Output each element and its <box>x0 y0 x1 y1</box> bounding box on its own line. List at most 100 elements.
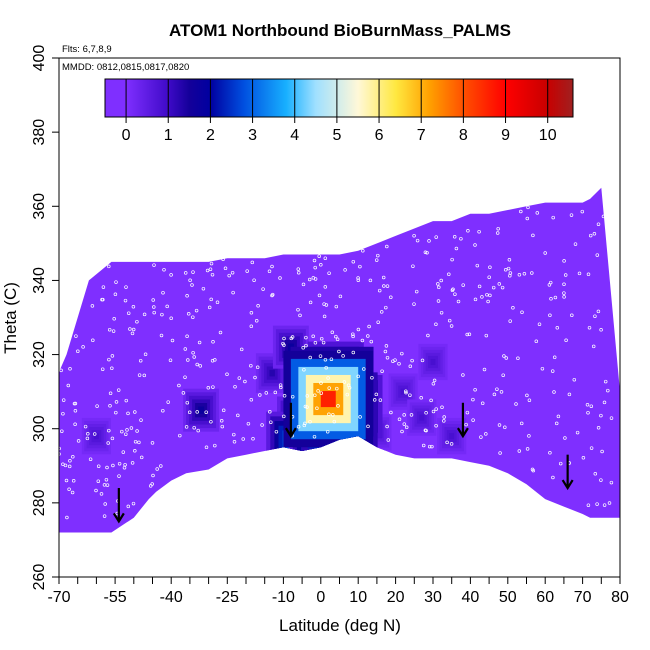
sample-point <box>334 304 339 309</box>
sample-point <box>273 390 278 395</box>
x-tick-label: -70 <box>47 589 70 606</box>
sample-point <box>210 359 215 363</box>
sample-point <box>270 264 274 269</box>
sample-point <box>210 272 215 277</box>
colorbar-tick-label: 7 <box>417 127 426 144</box>
x-tick-label: -40 <box>160 589 183 606</box>
sample-point <box>278 383 283 387</box>
sample-point <box>517 273 522 277</box>
sample-point <box>308 419 312 424</box>
sample-point <box>410 358 414 363</box>
sample-point <box>514 402 518 406</box>
sample-point <box>108 404 112 408</box>
sample-point <box>256 304 260 308</box>
x-tick-label: -10 <box>272 589 295 606</box>
sample-point <box>461 373 465 377</box>
sample-point <box>383 349 388 354</box>
sample-point <box>497 423 502 427</box>
sample-point <box>61 411 65 416</box>
sample-point <box>185 400 190 405</box>
sample-point <box>511 306 515 310</box>
sample-point <box>302 367 306 372</box>
sample-point <box>139 455 144 460</box>
sample-point <box>195 362 199 367</box>
sample-point <box>486 299 490 304</box>
sample-point <box>497 282 502 286</box>
sample-point <box>563 436 567 440</box>
sample-point <box>159 464 163 468</box>
sample-point <box>303 421 307 426</box>
sample-point <box>543 251 547 255</box>
colorbar-tick-label: 9 <box>501 127 510 144</box>
sample-point <box>431 409 436 414</box>
sample-point <box>482 367 487 372</box>
sample-point <box>317 254 321 258</box>
sample-point <box>432 378 437 383</box>
y-axis: 260 280 300 320 340 360 380 400 <box>31 45 59 590</box>
sample-point <box>385 284 390 288</box>
sample-point <box>492 392 497 397</box>
sample-point <box>600 449 604 454</box>
sample-point <box>412 302 416 306</box>
sample-point <box>400 429 404 434</box>
sample-point <box>59 368 63 373</box>
sample-point <box>377 288 382 293</box>
dates-note: MMDD: 0812,0815,0817,0820 <box>62 62 189 73</box>
chart-title: ATOM1 Northbound BioBurnMass_PALMS <box>169 21 511 40</box>
sample-point <box>313 265 317 270</box>
sample-point <box>430 444 434 449</box>
sample-point <box>227 273 231 278</box>
sample-point <box>415 238 420 243</box>
sample-point <box>130 461 135 465</box>
sample-point <box>178 433 182 438</box>
sample-point <box>389 295 393 300</box>
sample-point <box>402 413 406 417</box>
field-cell <box>320 391 336 408</box>
sample-point <box>323 256 328 260</box>
sample-point <box>319 391 324 395</box>
sample-point <box>126 504 131 509</box>
sample-point <box>73 422 77 427</box>
sample-point <box>593 472 598 476</box>
field-cell <box>419 414 425 421</box>
sample-point <box>498 451 502 455</box>
sample-point <box>123 298 128 303</box>
field-cell <box>93 433 99 440</box>
sample-point <box>366 424 370 429</box>
sample-point <box>102 483 107 487</box>
sample-point <box>421 443 426 448</box>
sample-point <box>356 278 361 282</box>
sample-point <box>562 282 566 287</box>
x-tick-label: 0 <box>316 589 325 606</box>
sample-point <box>391 359 395 363</box>
sample-point <box>425 250 429 255</box>
sample-point <box>329 357 334 361</box>
sample-point <box>161 290 165 295</box>
x-axis: -70 -55 -40 -25 -10 0 10 20 30 40 50 60 70 80 <box>47 577 629 606</box>
sample-point <box>296 270 301 275</box>
sample-point <box>525 393 529 398</box>
sample-point <box>374 392 379 397</box>
sample-point <box>110 366 114 371</box>
sample-point <box>131 501 136 506</box>
sample-point <box>92 432 97 436</box>
sample-point <box>477 284 482 289</box>
sample-point <box>61 398 66 402</box>
x-tick-label: 80 <box>611 589 629 606</box>
sample-point <box>465 410 470 415</box>
sample-point <box>504 356 509 360</box>
y-tick-label: 300 <box>31 415 48 442</box>
sample-point <box>335 386 339 391</box>
sample-point <box>187 410 192 415</box>
sample-point <box>327 412 331 417</box>
sample-point <box>479 435 483 439</box>
sample-point <box>603 379 608 384</box>
sample-point <box>143 352 148 357</box>
sample-point <box>602 503 607 507</box>
sample-point <box>64 478 69 483</box>
sample-point <box>230 270 235 275</box>
sample-point <box>436 282 440 286</box>
sample-point <box>384 344 389 348</box>
sample-point <box>253 375 257 380</box>
sample-point <box>439 310 444 315</box>
